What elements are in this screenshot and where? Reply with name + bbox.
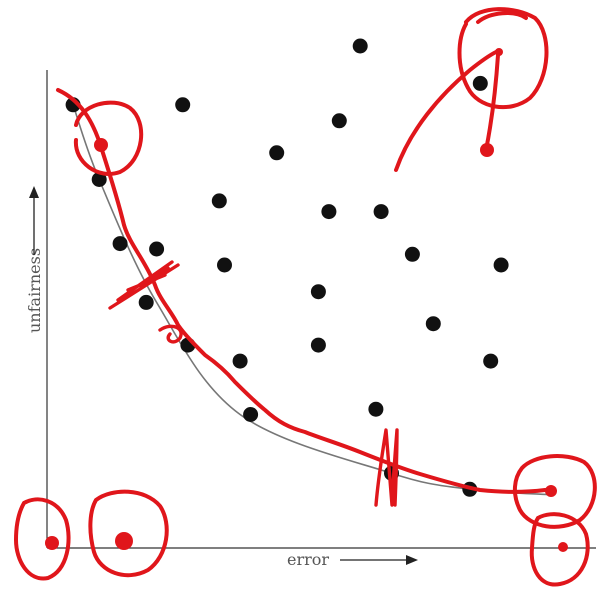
data-point	[91, 172, 107, 187]
pen-dot	[558, 542, 568, 552]
data-points	[65, 38, 509, 497]
x-axis-label: error	[287, 550, 329, 569]
data-point	[112, 236, 128, 252]
pen-dot	[480, 143, 494, 157]
data-point	[149, 241, 165, 257]
pen-circle	[457, 7, 549, 109]
pen-frontier-stroke	[56, 88, 547, 494]
axes: error unfairness	[25, 70, 596, 569]
pen-circle	[529, 512, 590, 587]
pen-cross-mark	[108, 260, 180, 310]
data-point	[425, 316, 441, 332]
data-point	[368, 401, 384, 417]
y-axis-title: unfairness	[25, 186, 44, 333]
data-point	[472, 75, 488, 91]
y-axis-arrowhead	[29, 186, 39, 198]
pen-arrow-stroke	[484, 53, 500, 152]
y-axis-label: unfairness	[25, 248, 44, 333]
data-point	[211, 193, 227, 209]
data-point	[243, 407, 259, 422]
pen-dot	[45, 536, 59, 550]
pen-circle	[73, 100, 144, 176]
pen-loop-mark	[158, 324, 183, 344]
pen-dots	[45, 48, 568, 552]
data-point	[138, 294, 154, 310]
data-point	[269, 145, 285, 161]
data-point	[493, 257, 509, 273]
pen-annotations	[14, 7, 597, 587]
pen-circle	[88, 489, 169, 578]
pen-cross-mark	[374, 428, 399, 507]
data-point	[310, 337, 326, 353]
pen-dot	[495, 48, 503, 56]
data-point	[373, 204, 389, 220]
data-point	[352, 38, 368, 54]
pen-dot	[545, 485, 557, 497]
data-point	[321, 204, 337, 220]
data-point	[232, 353, 248, 369]
pen-dot	[94, 138, 108, 152]
data-point	[217, 257, 232, 273]
pen-circle	[14, 497, 71, 581]
data-point	[331, 113, 347, 129]
data-point	[310, 284, 326, 300]
data-point	[404, 246, 420, 262]
x-axis-title: error	[287, 550, 418, 569]
pen-dot	[115, 532, 133, 550]
x-axis-arrowhead	[406, 555, 418, 565]
data-point	[483, 353, 499, 369]
pen-circle	[513, 454, 597, 529]
data-point	[175, 97, 191, 113]
